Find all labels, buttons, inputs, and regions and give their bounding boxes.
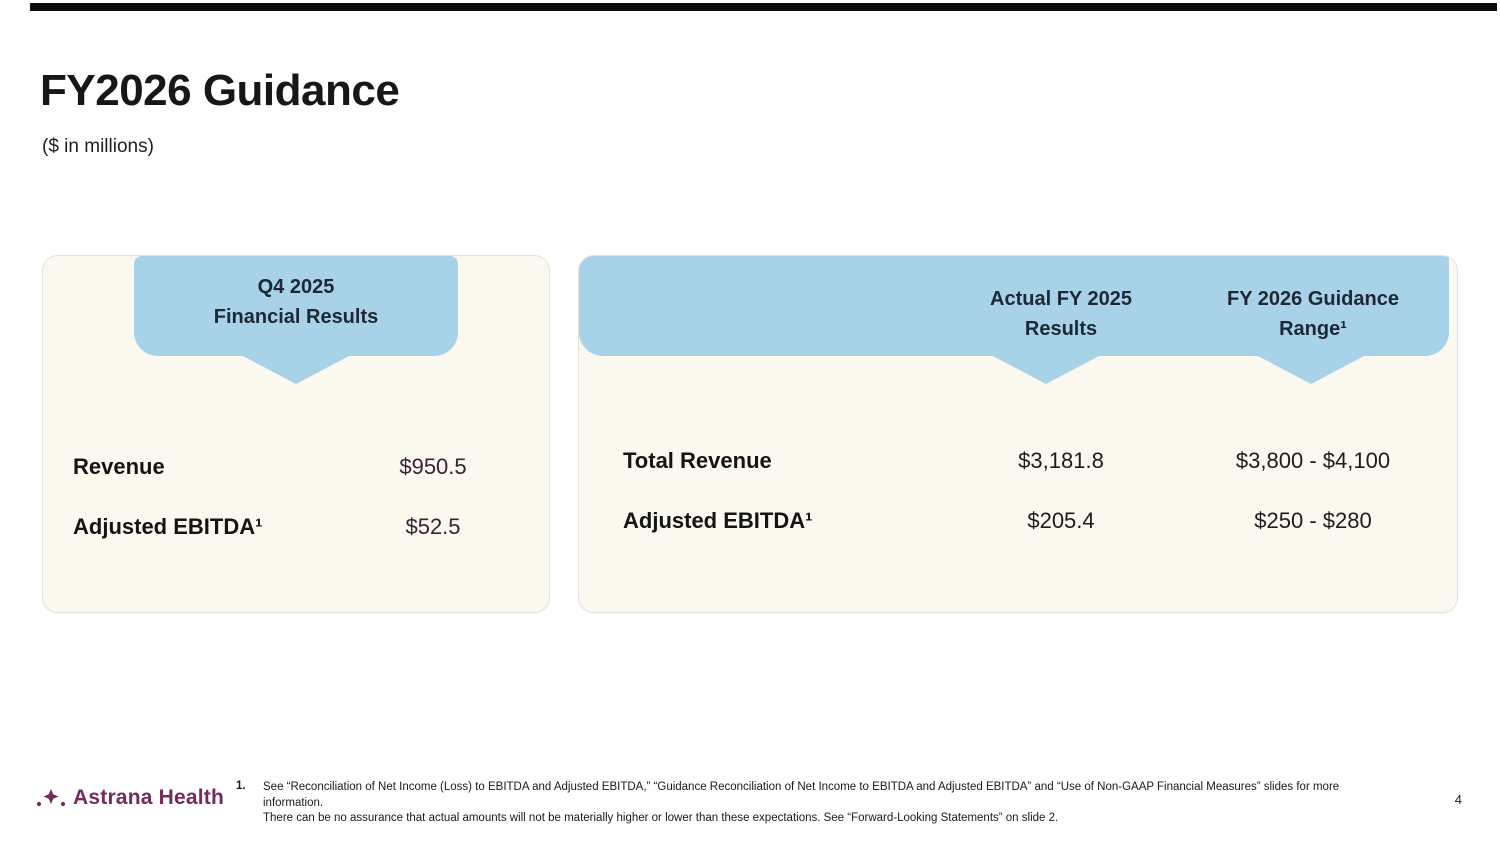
column-header-actual-fy2025: Actual FY 2025 Results	[901, 284, 1221, 344]
footnote-text: See “Reconciliation of Net Income (Loss)…	[263, 780, 1393, 827]
row-label-revenue: Revenue	[73, 454, 165, 479]
row-value-adjusted-ebitda-guidance: $250 - $280	[1254, 508, 1372, 533]
column-header-fy2026-guidance: FY 2026 Guidance Range¹	[1153, 284, 1457, 344]
units-note: ($ in millions)	[42, 136, 154, 157]
q4-banner-line2: Financial Results	[213, 306, 379, 328]
row-label-adjusted-ebitda: Adjusted EBITDA¹	[73, 514, 263, 539]
row-label-adjusted-ebitda-right: Adjusted EBITDA¹	[623, 508, 813, 533]
astrana-logo-icon	[36, 789, 66, 807]
footnote-line2: There can be no assurance that actual am…	[263, 812, 1059, 824]
page-title: FY2026 Guidance	[40, 66, 400, 115]
q4-banner-line1: Q4 2025	[257, 276, 335, 298]
row-value-adjusted-ebitda-actual: $205.4	[1027, 508, 1095, 533]
column-header-actual-line2: Results	[1024, 318, 1098, 340]
row-value-total-revenue-actual: $3,181.8	[1018, 448, 1104, 473]
banner-tail-actual	[991, 355, 1101, 384]
astrana-logo-text: Astrana Health	[73, 786, 225, 809]
banner-tail-guidance	[1256, 355, 1366, 384]
row-value-total-revenue-guidance: $3,800 - $4,100	[1235, 448, 1391, 473]
row-value-adjusted-ebitda: $52.5	[405, 514, 461, 539]
q4-results-card: Q4 2025 Financial Results Revenue $950.5…	[42, 255, 550, 613]
column-header-guidance-line2: Range¹	[1279, 318, 1347, 340]
slide-top-border	[30, 3, 1497, 11]
q4-banner-title: Q4 2025 Financial Results	[134, 272, 458, 332]
banner-tail	[241, 355, 351, 384]
row-value-revenue: $950.5	[399, 454, 467, 479]
page-number: 4	[1454, 792, 1462, 807]
q4-results-banner	[134, 256, 458, 356]
column-header-guidance-line1: FY 2026 Guidance	[1227, 288, 1399, 310]
footnote-number: 1.	[236, 780, 246, 792]
guidance-card: Actual FY 2025 Results FY 2026 Guidance …	[578, 255, 1458, 613]
column-header-actual-line1: Actual FY 2025	[990, 288, 1132, 310]
footnote-line1: See “Reconciliation of Net Income (Loss)…	[263, 781, 1340, 809]
guidance-banner	[579, 256, 1449, 356]
row-label-total-revenue: Total Revenue	[623, 448, 772, 473]
astrana-health-logo: Astrana Health	[36, 786, 224, 810]
